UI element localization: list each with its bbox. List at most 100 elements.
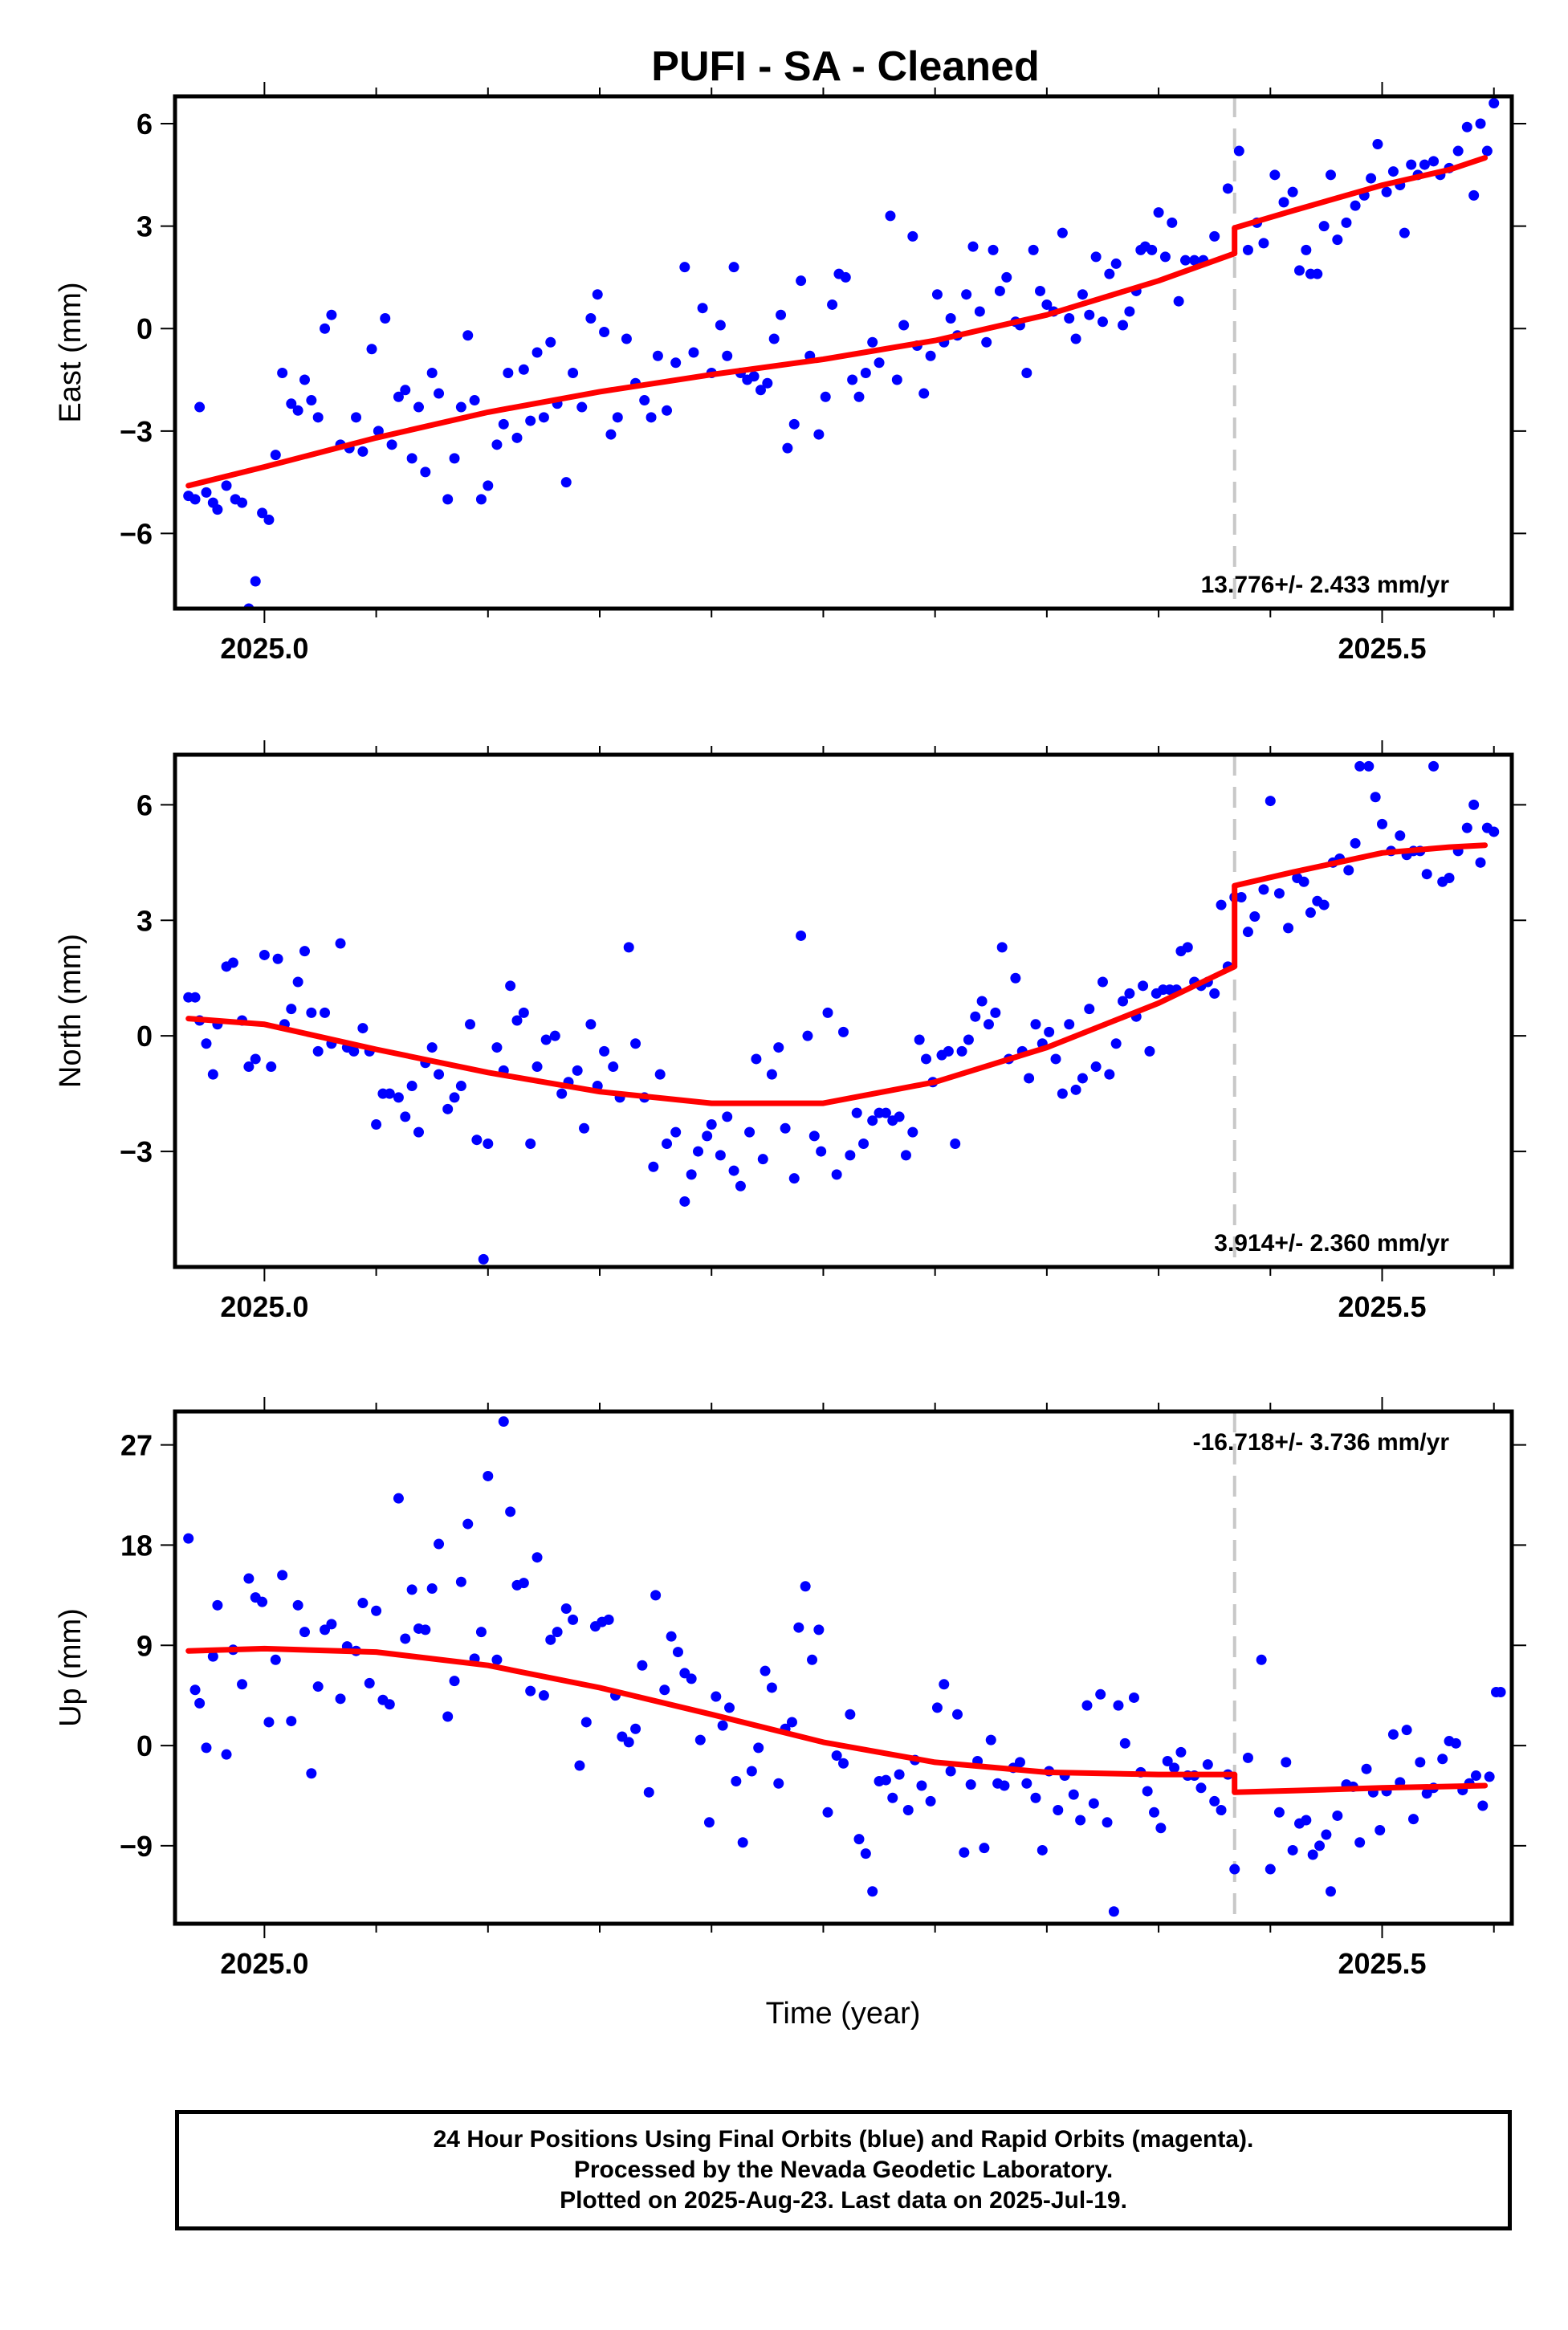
east-y-tick-label: 6 — [136, 108, 153, 141]
east-data-point — [1104, 268, 1115, 279]
north-frame — [173, 752, 1514, 1269]
east-data-point — [1406, 159, 1417, 170]
up-data-point — [985, 1734, 996, 1745]
up-data-point — [574, 1760, 585, 1771]
up-panel: 27 18 9 0 −9 2025.0 2025.5 Up (mm) -16.718+/- 3.… — [54, 1397, 1526, 1980]
x-axis-label: Time (year) — [766, 1997, 921, 2031]
up-data-point — [475, 1627, 487, 1638]
up-data-point — [455, 1576, 466, 1587]
caption-line-3: Plotted on 2025-Aug-23. Last data on 202… — [560, 2187, 1127, 2214]
north-data-point — [1144, 1045, 1155, 1057]
up-data-point — [580, 1717, 592, 1728]
north-data-point — [1370, 792, 1381, 803]
east-data-point — [1461, 121, 1472, 132]
east-data-point — [189, 494, 201, 505]
up-data-point — [672, 1647, 683, 1658]
up-data-point — [979, 1843, 990, 1854]
up-data-point — [999, 1780, 1010, 1791]
up-data-point — [1030, 1792, 1041, 1803]
up-data-point — [183, 1533, 194, 1544]
east-data-point — [931, 289, 943, 300]
east-y-tick-label: −3 — [120, 415, 153, 448]
north-data-point — [983, 1019, 994, 1030]
north-data-point — [1444, 873, 1455, 884]
up-data-point — [531, 1552, 543, 1563]
north-rate-label: 3.914+/- 2.360 mm/yr — [1214, 1230, 1449, 1257]
north-data-point — [426, 1042, 438, 1053]
north-data-point — [831, 1169, 842, 1180]
north-data-point — [505, 980, 516, 992]
east-data-point — [531, 347, 543, 358]
north-data-point — [306, 1007, 317, 1018]
north-data-point — [227, 957, 238, 968]
chart-title: PUFI - SA - Cleaned — [651, 43, 1039, 90]
east-data-point — [442, 494, 454, 505]
north-model-pre — [185, 963, 1238, 1106]
east-data-point — [945, 312, 956, 324]
east-panel: 6 3 0 −3 −6 2025.0 2025.5 East (mm) 13.776+/- 2.… — [54, 82, 1526, 665]
east-data-point — [1028, 244, 1039, 255]
up-data-point — [189, 1684, 201, 1696]
north-data-point — [796, 930, 807, 941]
east-data-point — [722, 350, 733, 361]
east-data-point — [1222, 183, 1233, 194]
east-data-point — [1428, 156, 1440, 167]
east-data-point — [788, 418, 800, 430]
north-data-point — [662, 1138, 673, 1149]
up-data-point — [518, 1578, 529, 1589]
north-data-point — [572, 1065, 583, 1076]
up-data-point — [1021, 1778, 1032, 1789]
up-data-point — [902, 1805, 914, 1816]
up-data-point — [257, 1596, 268, 1607]
up-data-point — [505, 1506, 516, 1517]
up-data-point — [1108, 1906, 1119, 1917]
north-data-point — [413, 1126, 424, 1138]
north-data-point — [970, 1011, 981, 1022]
north-data-point — [400, 1111, 411, 1122]
east-data-point — [827, 299, 838, 310]
north-data-point — [1461, 822, 1472, 833]
north-data-point — [630, 1038, 641, 1049]
up-data-point — [1053, 1805, 1064, 1816]
north-data-point — [623, 942, 634, 953]
up-data-point — [1361, 1763, 1372, 1774]
up-data-point — [299, 1627, 310, 1638]
east-data-point — [988, 244, 999, 255]
east-data-point — [1258, 238, 1269, 249]
up-data-point — [724, 1702, 735, 1713]
up-data-point — [1209, 1795, 1220, 1807]
east-data-point — [961, 289, 972, 300]
east-model — [185, 155, 1489, 489]
up-data-point — [887, 1792, 898, 1803]
east-data-point — [1468, 189, 1480, 201]
north-data-point — [1097, 976, 1108, 988]
up-data-point — [731, 1775, 742, 1786]
east-data-point — [1372, 139, 1383, 150]
up-data-point — [853, 1834, 865, 1845]
up-data-point — [643, 1786, 654, 1798]
north-data-point — [914, 1034, 925, 1045]
east-data-point — [320, 323, 331, 334]
north-data-point — [511, 1015, 523, 1026]
north-y-tick-label: −3 — [120, 1135, 153, 1168]
up-data-point — [1175, 1746, 1187, 1758]
up-data-point — [442, 1711, 454, 1722]
up-data-point — [1301, 1815, 1312, 1826]
up-data-point — [326, 1619, 337, 1630]
up-y-axis-label: Up (mm) — [54, 1608, 88, 1727]
up-data-point — [491, 1654, 503, 1665]
up-data-point — [694, 1734, 706, 1745]
up-data-point — [703, 1817, 715, 1828]
north-panel: 6 3 0 −3 2025.0 2025.5 North (mm) 3.914+/- 2.36… — [54, 740, 1526, 1323]
east-data-point — [585, 312, 597, 324]
north-y-tick-label: 6 — [136, 788, 153, 821]
north-data-point — [1283, 923, 1294, 934]
north-data-point — [250, 1053, 261, 1065]
north-data-point — [838, 1026, 849, 1037]
east-data-point — [257, 507, 268, 519]
east-data-point — [1332, 234, 1343, 246]
east-data-point — [194, 401, 206, 413]
north-data-point — [679, 1196, 690, 1207]
east-data-point — [292, 405, 303, 416]
